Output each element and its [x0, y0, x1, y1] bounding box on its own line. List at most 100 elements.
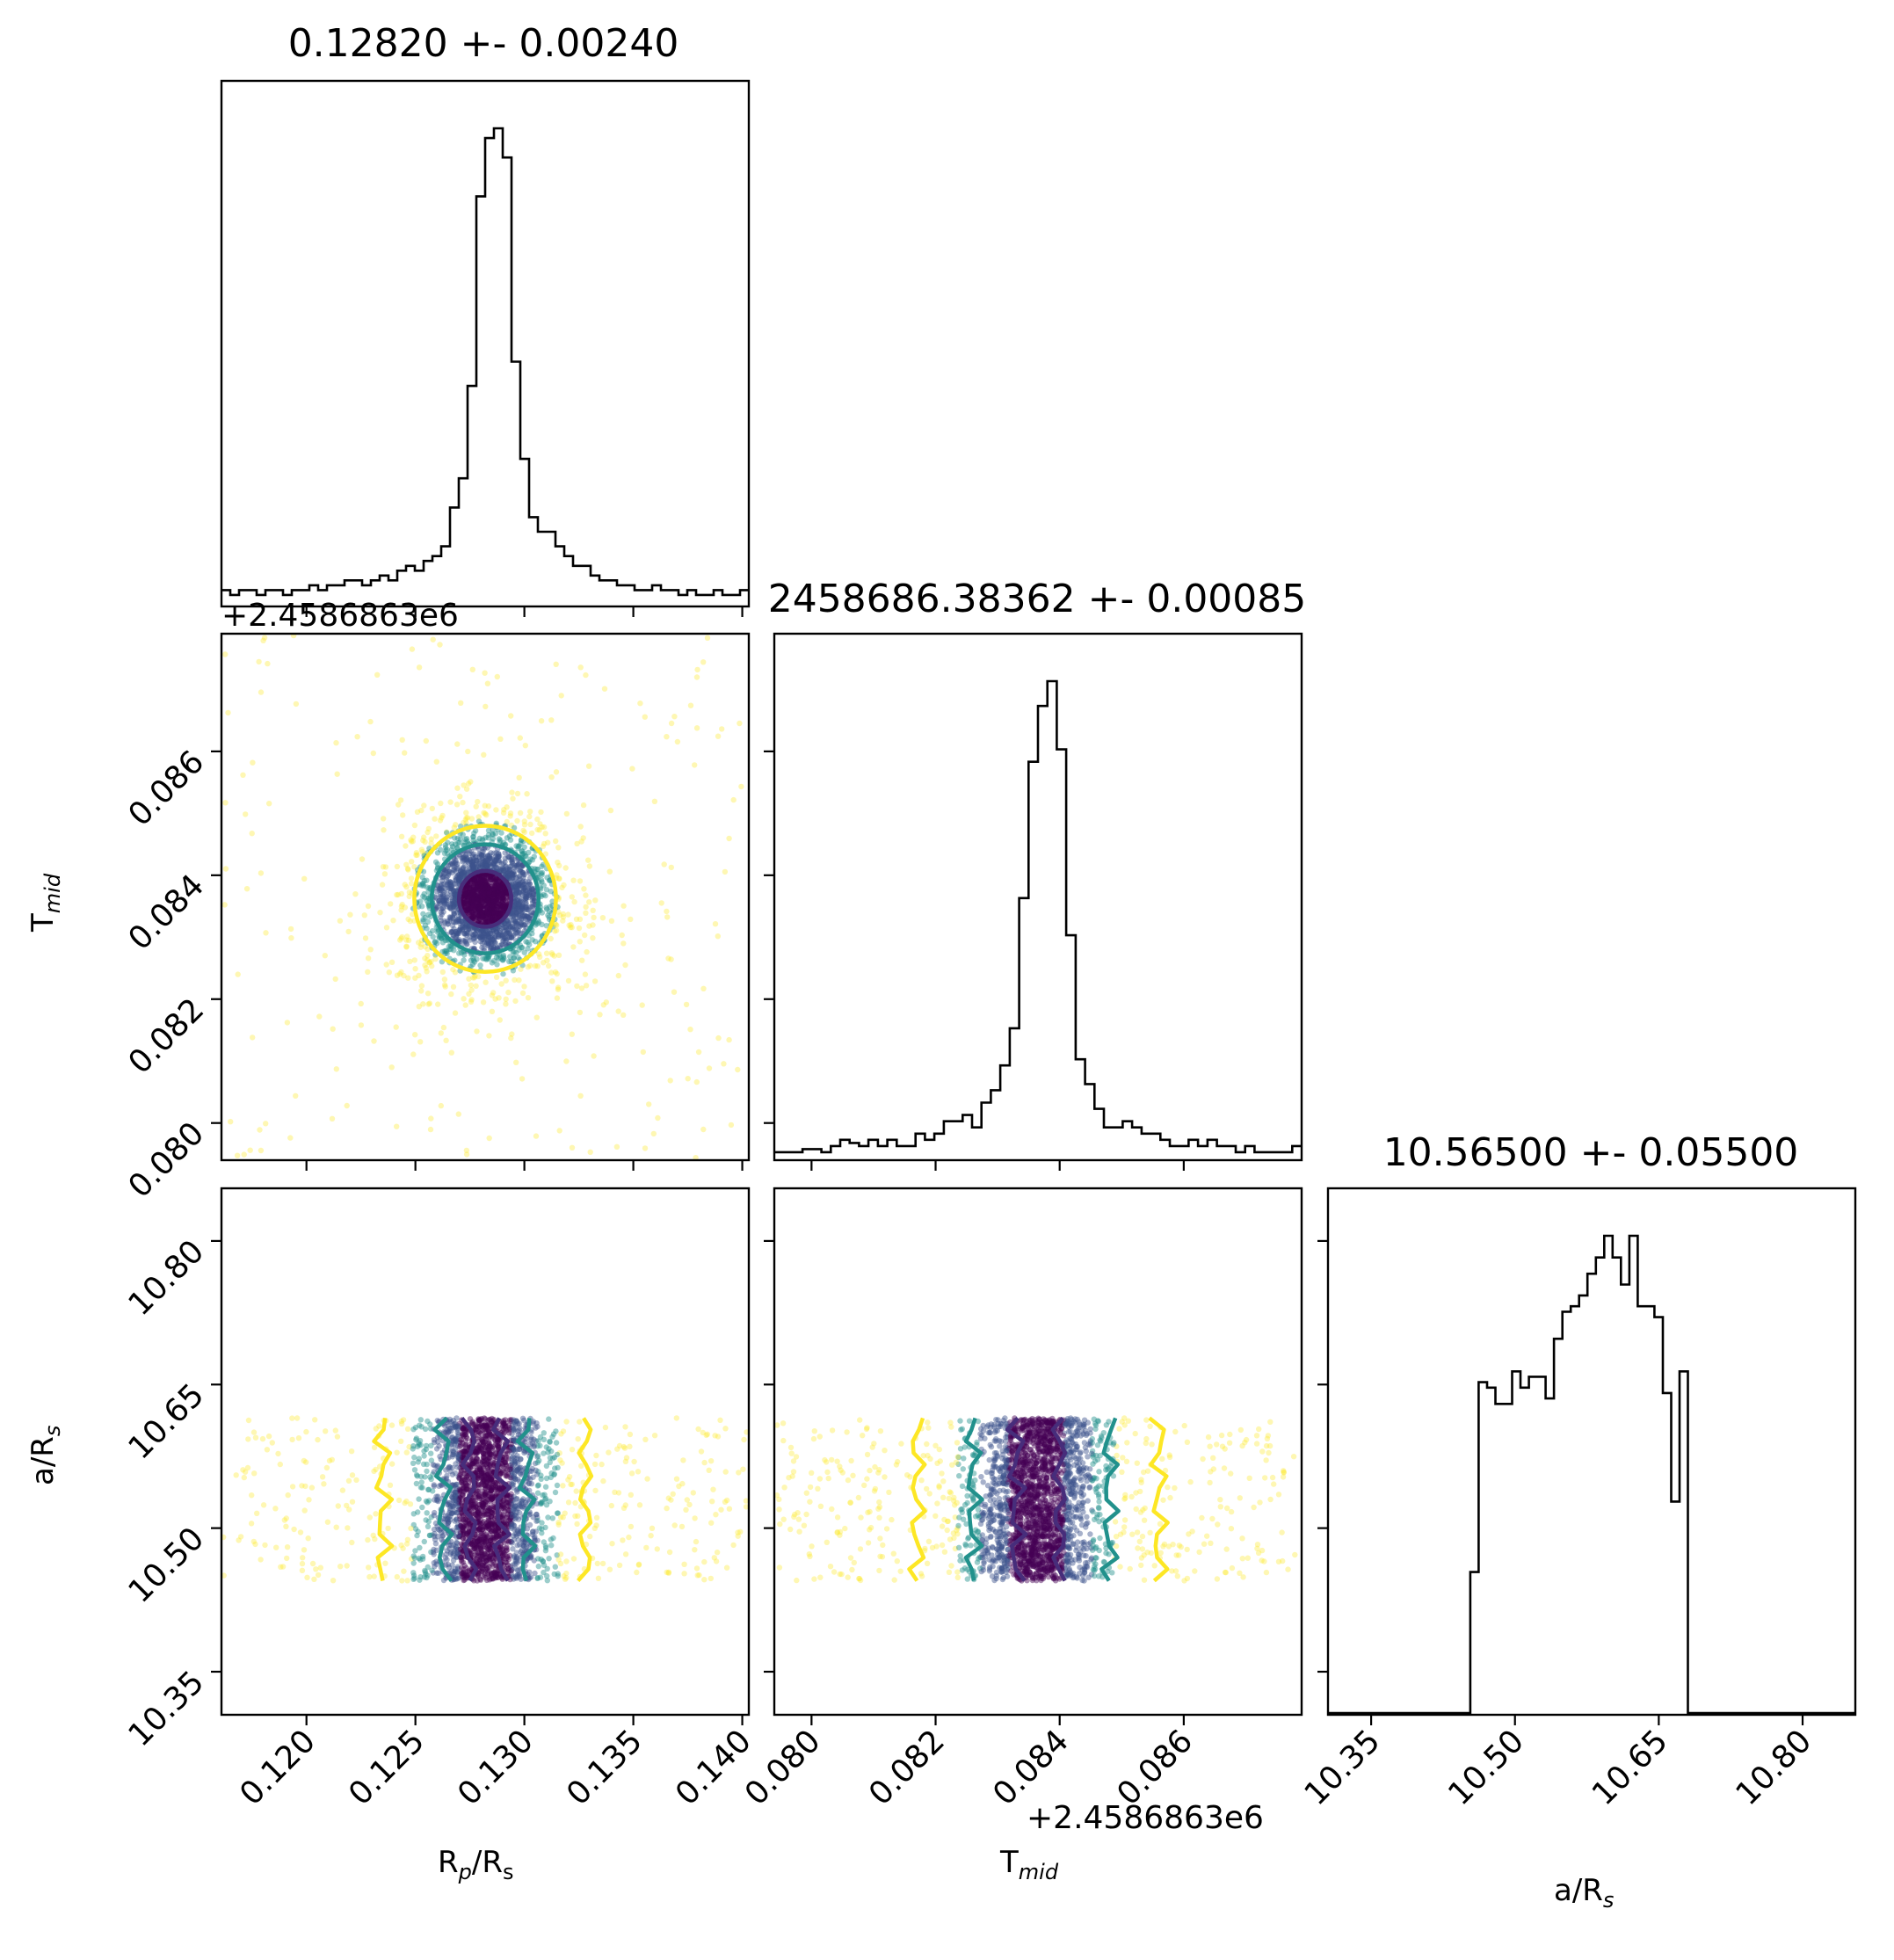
scatter-point — [586, 899, 592, 905]
scatter-point — [687, 702, 694, 708]
scatter-point — [726, 835, 732, 842]
scatter-point — [404, 1578, 410, 1584]
scatter-point — [461, 782, 467, 788]
scatter-point — [483, 894, 490, 900]
scatter-point — [490, 875, 497, 882]
scatter-point — [483, 871, 489, 878]
scatter-point — [496, 836, 503, 842]
scatter-point — [228, 1119, 234, 1125]
scatter-point — [436, 885, 443, 891]
scatter-point — [541, 1539, 547, 1545]
scatter-point — [693, 674, 700, 680]
scatter-point — [477, 886, 483, 892]
scatter-point — [522, 894, 528, 900]
scatter-point — [461, 957, 467, 963]
scatter-point — [487, 899, 494, 905]
scatter-point — [472, 902, 478, 909]
scatter-point — [471, 861, 478, 867]
scatter-point — [489, 831, 496, 838]
scatter-point — [512, 901, 519, 908]
scatter-point — [483, 890, 490, 897]
scatter-point — [521, 844, 527, 850]
scatter-point — [450, 1448, 456, 1455]
scatter-point — [479, 911, 485, 918]
scatter-point — [451, 903, 457, 909]
scatter-point — [490, 917, 496, 924]
scatter-point — [460, 919, 466, 926]
scatter-point — [472, 894, 478, 900]
scatter-point — [476, 874, 483, 880]
scatter-point — [454, 861, 461, 867]
scatter-point — [646, 1101, 652, 1107]
scatter-point — [475, 882, 481, 889]
scatter-point — [476, 931, 483, 938]
scatter-point — [584, 948, 590, 955]
scatter-point — [586, 863, 593, 869]
scatter-point — [722, 1469, 729, 1475]
scatter-point — [468, 899, 475, 905]
scatter-point — [487, 911, 493, 917]
scatter-point — [498, 891, 504, 897]
scatter-point — [479, 895, 485, 902]
scatter-point — [483, 812, 490, 818]
scatter-point — [466, 907, 472, 913]
scatter-point — [514, 910, 520, 916]
scatter-point — [514, 817, 520, 824]
scatter-point — [448, 928, 454, 935]
scatter-point — [468, 892, 474, 898]
scatter-point — [334, 1434, 341, 1440]
scatter-point — [489, 885, 496, 892]
scatter-point — [515, 861, 522, 867]
scatter-point — [555, 986, 562, 992]
scatter-point — [491, 894, 498, 900]
scatter-point — [457, 875, 464, 881]
scatter-point — [260, 1502, 267, 1508]
scatter-point — [237, 1534, 244, 1540]
scatter-point — [500, 936, 506, 942]
scatter-point — [482, 884, 489, 891]
scatter-point — [463, 940, 469, 947]
scatter-point — [722, 1499, 729, 1506]
scatter-point — [474, 892, 480, 898]
scatter-point — [510, 875, 516, 882]
scatter-point — [481, 903, 487, 909]
scatter-point — [560, 1483, 566, 1489]
scatter-point — [499, 894, 506, 901]
scatter-point — [640, 1049, 646, 1056]
scatter-point — [408, 875, 415, 882]
scatter-point — [488, 907, 494, 913]
scatter-point — [452, 1010, 459, 1016]
scatter-point — [483, 916, 489, 923]
scatter-point — [726, 1506, 733, 1512]
scatter-point — [482, 910, 488, 916]
scatter-point — [308, 1485, 316, 1491]
scatter-point — [425, 991, 432, 997]
scatter-point — [420, 918, 426, 925]
scatter-point — [499, 932, 505, 938]
scatter-point — [483, 919, 490, 926]
scatter-point — [443, 1037, 449, 1044]
scatter-point — [465, 894, 471, 900]
scatter-point — [490, 911, 496, 917]
scatter-point — [504, 874, 511, 880]
scatter-point — [250, 1538, 257, 1545]
scatter-point — [330, 1578, 337, 1584]
scatter-point — [525, 916, 531, 923]
scatter-point — [483, 889, 490, 897]
scatter-point — [272, 1506, 279, 1512]
scatter-point — [445, 918, 451, 925]
scatter-point — [485, 933, 491, 940]
scatter-point — [577, 664, 584, 671]
scatter-point — [299, 1567, 306, 1574]
scatter-point — [245, 1417, 252, 1424]
scatter-point — [492, 916, 498, 923]
scatter-point — [461, 901, 468, 907]
scatter-point — [521, 922, 527, 928]
scatter-point — [476, 860, 483, 867]
scatter-point — [287, 1135, 294, 1141]
scatter-point — [525, 913, 531, 920]
scatter-point — [332, 1427, 338, 1434]
scatter-point — [491, 912, 497, 918]
scatter-point — [577, 824, 584, 830]
scatter-point — [339, 1487, 346, 1493]
